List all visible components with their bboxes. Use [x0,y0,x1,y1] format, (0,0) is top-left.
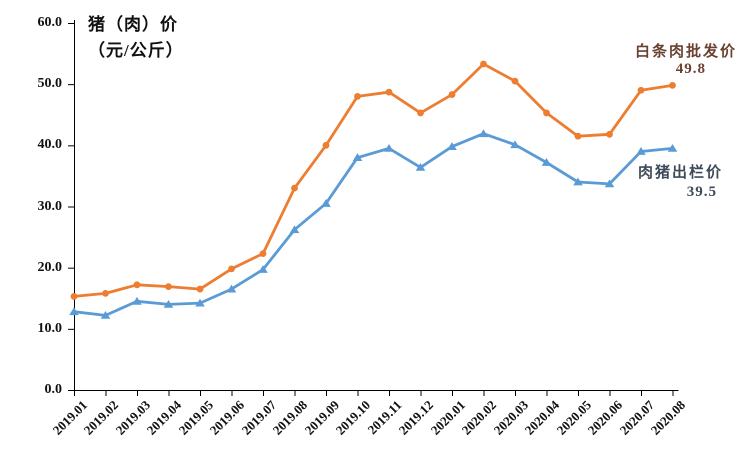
y-axis-tick-label: 60.0 [37,15,63,30]
data-point-marker [322,141,330,149]
y-axis-tick-label: 10.0 [37,320,63,336]
data-point-marker [259,250,267,257]
y-axis-tick-label: 30.0 [37,198,63,214]
data-point-marker [636,147,646,155]
chart-title-line2: （元/公斤） [88,41,184,60]
chart-title: 猪（肉）价 （元/公斤） [88,12,184,64]
data-point-marker [637,86,645,94]
y-axis-tick-label: 40.0 [37,137,63,153]
data-point-marker [228,265,235,273]
data-point-marker [321,199,331,207]
data-point-marker [69,307,79,316]
data-point-marker [510,140,520,149]
data-point-marker [511,77,519,85]
data-point-marker [574,132,582,140]
data-point-marker [606,130,613,138]
data-point-marker [132,296,142,305]
series-wholesale-label: 白条肉批发价 [634,44,737,60]
data-point-marker [291,184,298,192]
data-point-marker [415,162,426,171]
data-point-marker [289,225,300,234]
data-point-marker [70,293,78,300]
data-point-marker [384,143,394,152]
data-point-marker [478,129,489,138]
data-point-marker [667,143,678,152]
y-axis-tick-label: 20.0 [37,259,63,275]
data-point-marker [258,265,268,273]
series-line-0 [72,62,674,298]
data-point-marker [100,310,111,319]
data-point-marker [163,299,174,308]
data-point-marker [543,109,550,117]
series-line-1 [72,132,674,317]
y-axis-tick-label: 0.0 [44,382,63,397]
data-point-marker [448,91,456,98]
data-point-marker [196,285,204,293]
data-point-marker [195,298,205,307]
series-livepig-label: 肉猪出栏价 [637,165,723,181]
data-point-marker [102,289,109,297]
data-point-marker [226,284,237,293]
y-axis-tick-label: 50.0 [37,76,63,92]
data-point-marker [385,88,393,96]
chart-title-line1: 猪（肉）价 [88,15,178,34]
data-point-marker [669,81,676,89]
data-point-marker [165,283,172,291]
data-point-marker [352,153,363,161]
data-point-marker [480,60,487,68]
series-livepig-end-value: 39.5 [686,184,717,200]
data-point-marker [604,179,615,188]
data-point-marker [541,158,552,166]
data-point-marker [447,142,457,150]
series-wholesale-end-value: 49.8 [675,61,706,77]
data-point-marker [133,281,141,289]
data-point-marker [417,109,424,117]
data-point-marker [354,93,361,100]
data-point-marker [573,177,583,186]
